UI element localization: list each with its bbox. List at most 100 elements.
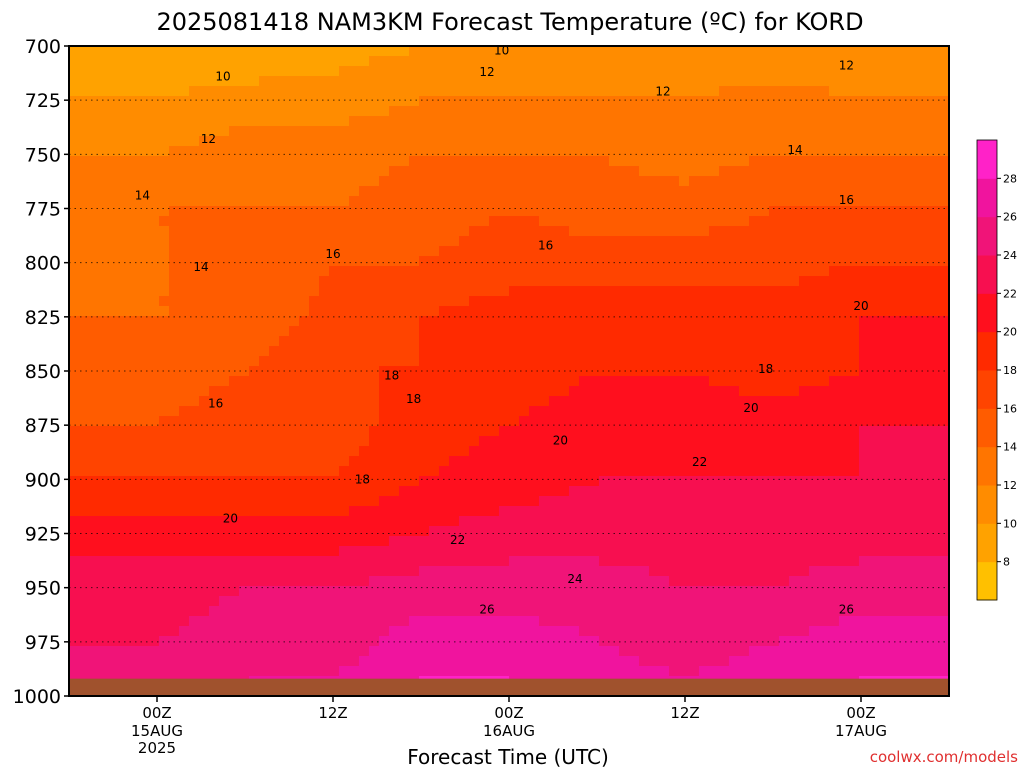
heatmap-cell — [699, 216, 710, 227]
heatmap-cell — [679, 576, 690, 587]
heatmap-cell — [639, 336, 650, 347]
heatmap-cell — [689, 406, 700, 417]
heatmap-cell — [579, 46, 590, 57]
heatmap-cell — [429, 306, 440, 317]
heatmap-cell — [119, 136, 130, 147]
heatmap-cell — [199, 466, 210, 477]
heatmap-cell — [749, 496, 760, 507]
heatmap-cell — [879, 346, 890, 357]
heatmap-cell — [679, 276, 690, 287]
heatmap-cell — [319, 76, 330, 87]
heatmap-cell — [809, 516, 820, 527]
heatmap-cell — [389, 256, 400, 267]
heatmap-cell — [379, 316, 390, 327]
heatmap-cell — [399, 306, 410, 317]
heatmap-cell — [269, 356, 280, 367]
heatmap-cell — [759, 596, 770, 607]
heatmap-cell — [339, 216, 350, 227]
heatmap-cell — [899, 206, 910, 217]
heatmap-cell — [639, 326, 650, 337]
heatmap-cell — [299, 126, 310, 137]
heatmap-cell — [859, 496, 870, 507]
heatmap-cell — [549, 546, 560, 557]
heatmap-cell — [759, 96, 770, 107]
heatmap-cell — [69, 306, 80, 317]
heatmap-cell — [479, 606, 490, 617]
heatmap-cell — [479, 56, 490, 67]
heatmap-cell — [469, 366, 480, 377]
heatmap-cell — [459, 586, 470, 597]
heatmap-cell — [489, 316, 500, 327]
heatmap-cell — [99, 426, 110, 437]
heatmap-cell — [819, 486, 830, 497]
heatmap-cell — [519, 96, 530, 107]
heatmap-cell — [469, 536, 480, 547]
heatmap-cell — [669, 436, 680, 447]
heatmap-cell — [539, 176, 550, 187]
heatmap-cell — [699, 86, 710, 97]
heatmap-cell — [809, 76, 820, 87]
heatmap-cell — [799, 256, 810, 267]
heatmap-cell — [709, 366, 720, 377]
heatmap-cell — [439, 66, 450, 77]
heatmap-cell — [859, 436, 870, 447]
heatmap-cell — [369, 506, 380, 517]
heatmap-cell — [939, 396, 950, 407]
heatmap-cell — [639, 456, 650, 467]
heatmap-cell — [839, 286, 850, 297]
heatmap-cell — [799, 546, 810, 557]
heatmap-cell — [629, 456, 640, 467]
heatmap-cell — [199, 486, 210, 497]
heatmap-cell — [459, 76, 470, 87]
heatmap-cell — [319, 286, 330, 297]
heatmap-cell — [209, 46, 220, 57]
heatmap-cell — [469, 356, 480, 367]
heatmap-cell — [649, 386, 660, 397]
heatmap-cell — [319, 346, 330, 357]
heatmap-cell — [339, 176, 350, 187]
heatmap-cell — [729, 336, 740, 347]
heatmap-cell — [389, 286, 400, 297]
heatmap-cell — [639, 106, 650, 117]
heatmap-cell — [789, 366, 800, 377]
heatmap-cell — [729, 166, 740, 177]
heatmap-cell — [909, 426, 920, 437]
heatmap-cell — [269, 206, 280, 217]
heatmap-cell — [709, 426, 720, 437]
heatmap-cell — [609, 276, 620, 287]
heatmap-cell — [109, 86, 120, 97]
heatmap-cell — [359, 196, 370, 207]
heatmap-cell — [289, 596, 300, 607]
heatmap-cell — [589, 446, 600, 457]
heatmap-cell — [369, 166, 380, 177]
heatmap-cell — [519, 216, 530, 227]
heatmap-cell — [159, 266, 170, 277]
heatmap-cell — [829, 526, 840, 537]
heatmap-cell — [579, 176, 590, 187]
heatmap-cell — [359, 426, 370, 437]
heatmap-cell — [729, 516, 740, 527]
heatmap-cell — [849, 46, 860, 57]
heatmap-cell — [439, 276, 450, 287]
heatmap-cell — [879, 246, 890, 257]
heatmap-cell — [819, 276, 830, 287]
heatmap-cell — [799, 156, 810, 167]
heatmap-cell — [749, 476, 760, 487]
heatmap-cell — [459, 106, 470, 117]
heatmap-cell — [269, 236, 280, 247]
heatmap-cell — [389, 406, 400, 417]
heatmap-cell — [549, 246, 560, 257]
heatmap-cell — [529, 376, 540, 387]
heatmap-cell — [129, 426, 140, 437]
heatmap-cell — [569, 296, 580, 307]
heatmap-cell — [79, 196, 90, 207]
heatmap-cell — [879, 226, 890, 237]
heatmap-cell — [409, 396, 420, 407]
heatmap-cell — [329, 606, 340, 617]
heatmap-cell — [229, 426, 240, 437]
heatmap-cell — [799, 356, 810, 367]
heatmap-cell — [579, 226, 590, 237]
heatmap-cell — [529, 586, 540, 597]
heatmap-cell — [569, 606, 580, 617]
heatmap-cell — [479, 276, 490, 287]
